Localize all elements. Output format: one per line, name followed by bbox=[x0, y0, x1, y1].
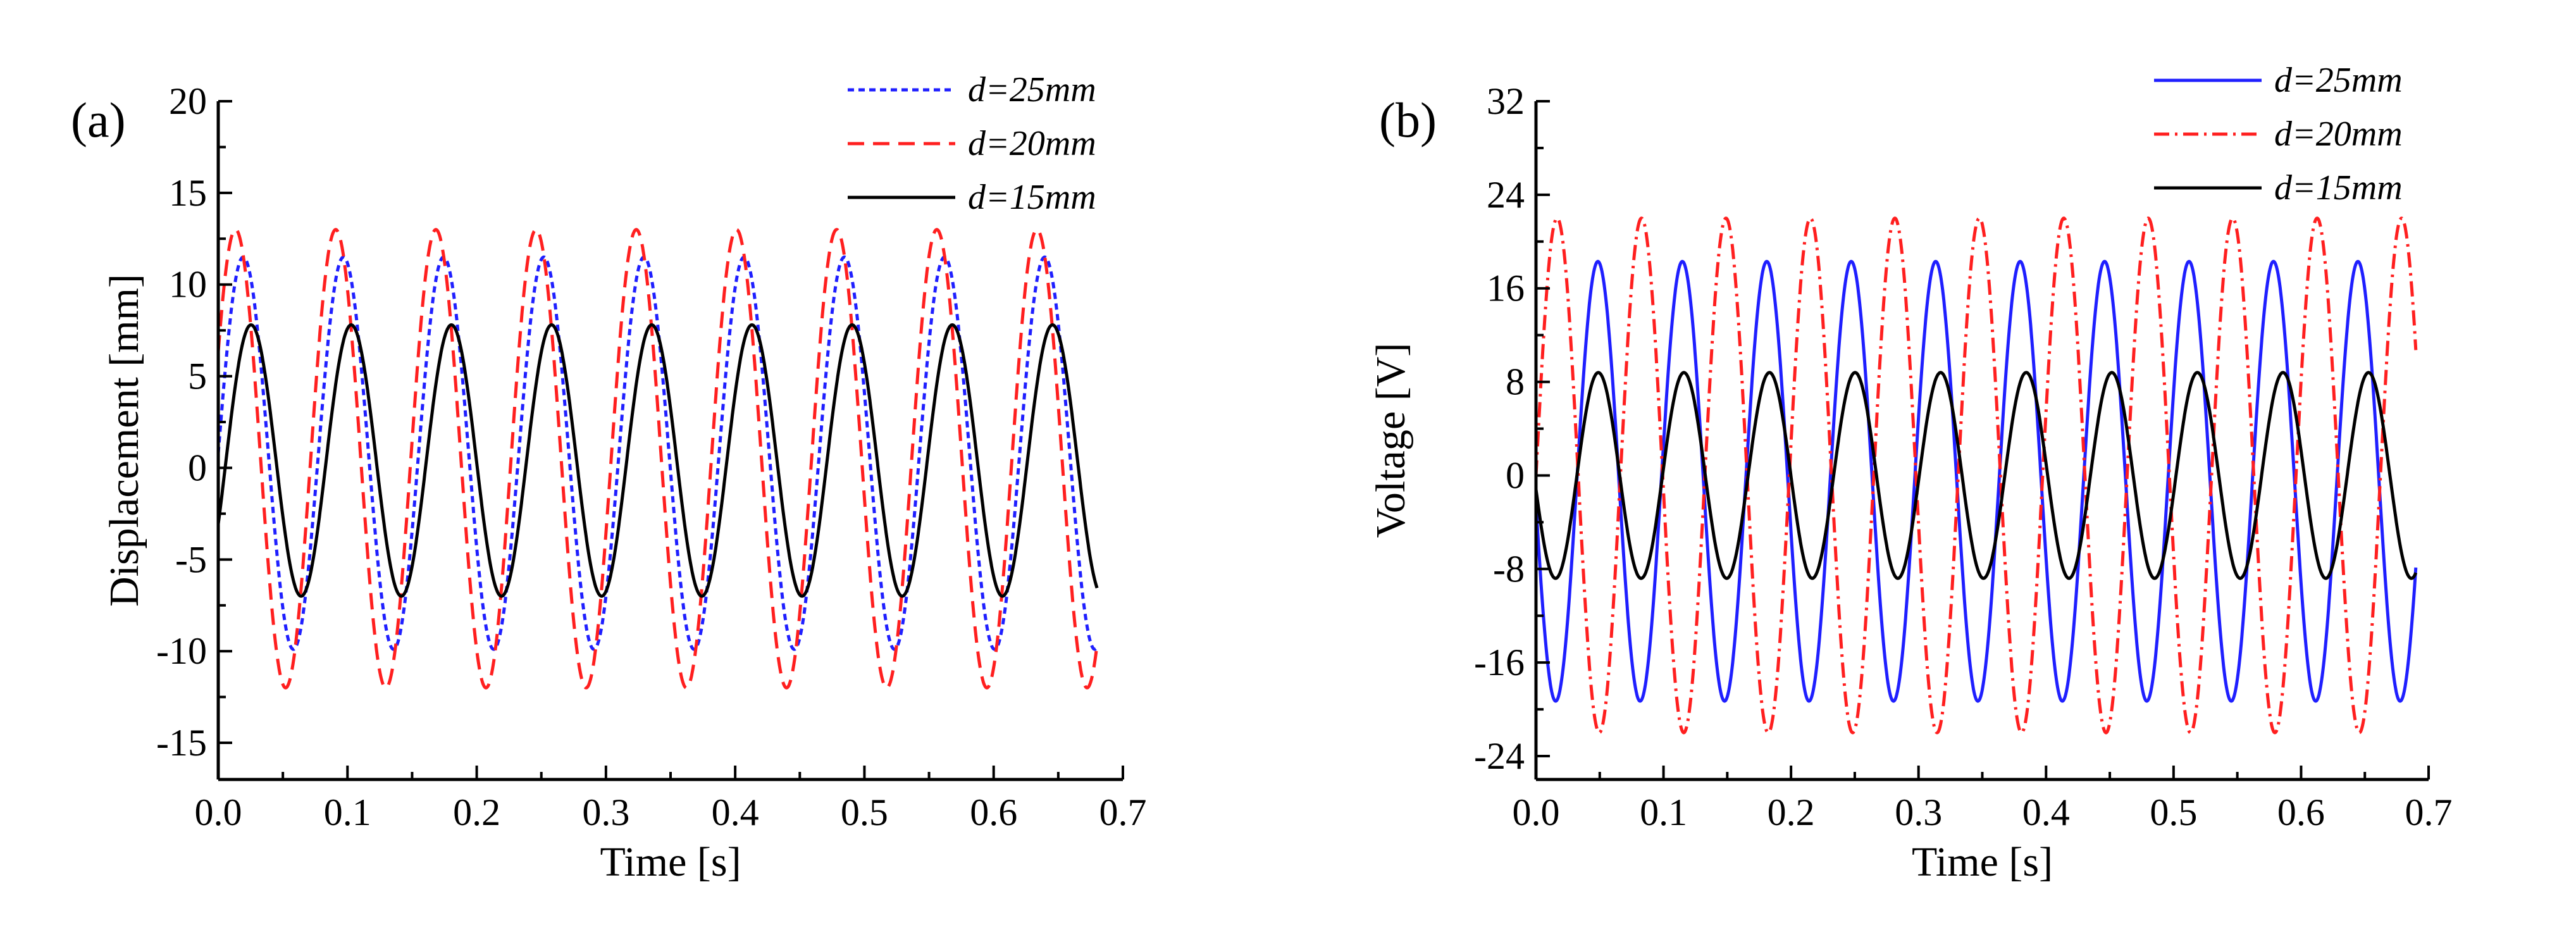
series-line-d-25mm bbox=[1536, 259, 2418, 703]
panel-a: 0.0 0.1 0.2 0.3 0.4 0.5 0.6 0.7 -15 -10 -5 0 5 10 15 20… bbox=[71, 70, 1147, 885]
legend: d=25mm d=20mm d=15mm bbox=[2154, 61, 2403, 208]
x-tick-label: 0.3 bbox=[1895, 792, 1942, 833]
x-tick-label: 0.1 bbox=[1640, 792, 1687, 833]
x-tick-label: 0.2 bbox=[453, 792, 500, 833]
x-axis-title: Time [s] bbox=[1912, 839, 2053, 885]
y-tick-label: 0 bbox=[1506, 454, 1525, 496]
y-tick-label: 8 bbox=[1506, 361, 1525, 403]
legend-label: d=15mm bbox=[968, 178, 1096, 217]
y-tick-label: 32 bbox=[1487, 80, 1525, 122]
x-tick-label: 0.0 bbox=[1513, 792, 1560, 833]
x-tick-label: 0.5 bbox=[841, 792, 888, 833]
x-tick-label: 0.4 bbox=[2022, 792, 2070, 833]
x-axis-title: Time [s] bbox=[600, 839, 741, 885]
legend-label: d=25mm bbox=[968, 70, 1096, 109]
y-tick-label: 20 bbox=[169, 80, 207, 122]
series-group bbox=[218, 228, 1099, 690]
x-tick-label: 0.0 bbox=[195, 792, 242, 833]
x-tick-label: 0.7 bbox=[2405, 792, 2453, 833]
y-tick-label: 24 bbox=[1487, 174, 1525, 216]
legend: d=25mm d=20mm d=15mm bbox=[848, 70, 1096, 217]
y-tick-label: 10 bbox=[169, 264, 207, 306]
panel-label: (a) bbox=[71, 92, 126, 147]
y-tick-label: 5 bbox=[188, 356, 207, 397]
y-tick-label: -5 bbox=[175, 538, 207, 580]
series-group bbox=[1536, 216, 2418, 735]
x-tick-label: 0.3 bbox=[582, 792, 629, 833]
panel-b: 0.0 0.1 0.2 0.3 0.4 0.5 0.6 0.7 -24 -16 -8 0 8 16 24 32… bbox=[1368, 61, 2453, 885]
legend-label: d=25mm bbox=[2274, 61, 2403, 100]
series-line-d-15mm bbox=[218, 323, 1099, 598]
y-axis-title: Displacement [mm] bbox=[101, 274, 147, 607]
x-tick-label: 0.2 bbox=[1768, 792, 1815, 833]
legend-label: d=20mm bbox=[968, 124, 1096, 163]
legend-label: d=20mm bbox=[2274, 115, 2403, 154]
x-tick-label: 0.6 bbox=[2277, 792, 2325, 833]
series-line-d-20mm bbox=[1536, 216, 2418, 735]
y-tick-label: -16 bbox=[1474, 642, 1525, 683]
series-line-d-20mm bbox=[218, 228, 1099, 690]
panel-label: (b) bbox=[1379, 92, 1437, 147]
y-axis-title: Voltage [V] bbox=[1368, 343, 1414, 538]
x-tick-label: 0.1 bbox=[324, 792, 371, 833]
x-tick-label: 0.7 bbox=[1099, 792, 1147, 833]
y-tick-label: -24 bbox=[1474, 735, 1525, 777]
y-tick-label: 15 bbox=[169, 172, 207, 214]
x-tick-label: 0.4 bbox=[712, 792, 759, 833]
legend-label: d=15mm bbox=[2274, 168, 2403, 208]
y-tick-label: -8 bbox=[1493, 548, 1525, 590]
y-tick-label: -10 bbox=[156, 630, 207, 672]
series-line-d-15mm bbox=[1536, 371, 2418, 580]
y-tick-label: 0 bbox=[188, 447, 207, 488]
x-tick-label: 0.6 bbox=[970, 792, 1017, 833]
y-tick-label: -15 bbox=[156, 722, 207, 764]
x-tick-label: 0.5 bbox=[2150, 792, 2197, 833]
y-tick-label: 16 bbox=[1487, 268, 1525, 309]
